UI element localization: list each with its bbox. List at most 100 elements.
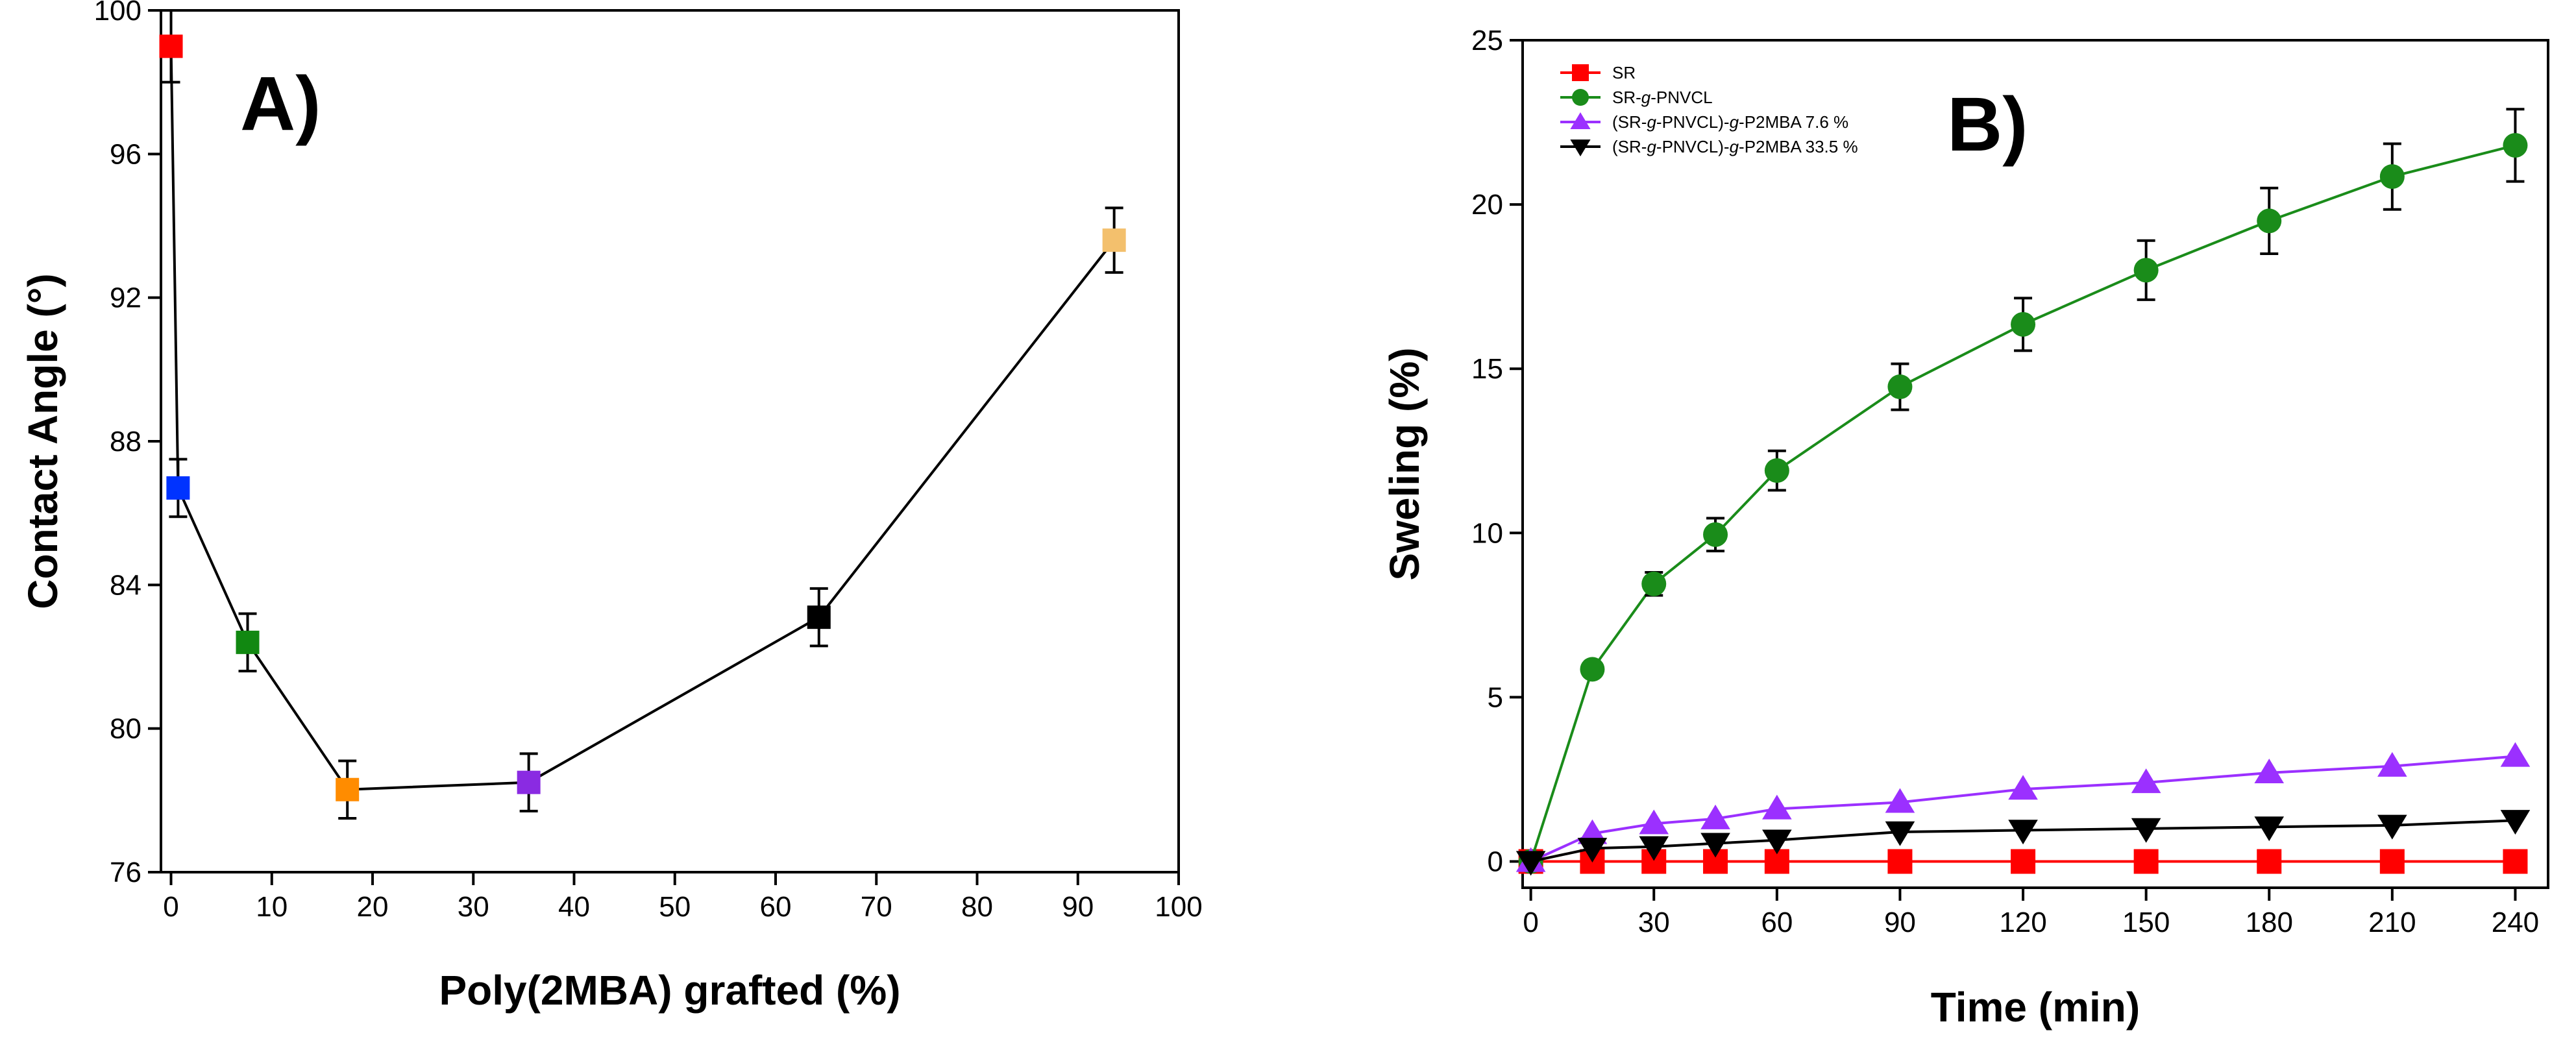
chart-b: 0 30 60 90 120 150 180 210 240 0 5 10 15 20 25 SR SR-g-… bbox=[1381, 25, 2549, 1031]
chart-b-data-point bbox=[1639, 836, 1669, 861]
chart-b-y-tick-label: 25 bbox=[1471, 25, 1503, 56]
chart-a-x-tick-label: 60 bbox=[760, 891, 792, 923]
chart-b-data-point bbox=[2008, 820, 2038, 845]
chart-b-y-tick-label: 0 bbox=[1488, 846, 1503, 878]
chart-a-x-tick-label: 30 bbox=[458, 891, 489, 923]
chart-b-legend-label: SR-g-PNVCL bbox=[1612, 88, 1713, 107]
chart-b-x-tick-label: 90 bbox=[1884, 907, 1916, 938]
chart-a-panel-label: A) bbox=[240, 61, 321, 147]
chart-b-x-tick-label: 150 bbox=[2122, 907, 2170, 938]
chart-a: 0 10 20 30 40 50 60 70 80 90 100 76 80 84 88 92 96 100 A)… bbox=[19, 0, 1203, 1014]
chart-a-x-tick-label: 90 bbox=[1062, 891, 1094, 923]
chart-b-data-point bbox=[1639, 809, 1669, 835]
chart-b-x-tick-label: 30 bbox=[1638, 907, 1670, 938]
chart-b-data-point bbox=[2379, 849, 2405, 874]
chart-b-data-point bbox=[2500, 742, 2531, 767]
chart-b-data-point bbox=[2131, 818, 2161, 843]
chart-a-x-tick-label: 50 bbox=[659, 891, 691, 923]
chart-b-data-point bbox=[2008, 775, 2038, 800]
chart-b-legend-label: (SR-g-PNVCL)-g-P2MBA 33.5 % bbox=[1612, 137, 1858, 156]
chart-b-data-point bbox=[2254, 758, 2285, 783]
chart-b-legend-label: (SR-g-PNVCL)-g-P2MBA 7.6 % bbox=[1612, 112, 1848, 132]
chart-b-data-point bbox=[1762, 794, 1792, 820]
chart-b-series-1 bbox=[1518, 108, 2528, 874]
chart-b-data-point bbox=[1641, 571, 1667, 596]
chart-b-legend-label: SR bbox=[1612, 63, 1636, 82]
chart-a-y-tick-label: 96 bbox=[110, 138, 141, 170]
chart-a-y-tick-label: 84 bbox=[110, 569, 141, 601]
chart-b-data-point bbox=[2500, 810, 2531, 835]
chart-b-data-point bbox=[1885, 821, 1915, 846]
chart-b-data-point bbox=[2131, 768, 2161, 794]
chart-b-plot-frame bbox=[1521, 39, 2549, 889]
chart-b-axes: 0 30 60 90 120 150 180 210 240 0 5 10 15 20 25 bbox=[1471, 25, 2539, 938]
chart-b-data-point bbox=[2133, 849, 2159, 874]
chart-b-panel-label: B) bbox=[1947, 82, 2028, 167]
chart-a-data-point bbox=[159, 34, 183, 58]
chart-b-data-point bbox=[1703, 522, 1728, 547]
chart-a-x-tick-label: 80 bbox=[961, 891, 993, 923]
chart-b-legend-item: SR bbox=[1560, 63, 1636, 82]
chart-b-y-axis-title: Sweling (%) bbox=[1381, 347, 1428, 580]
chart-b-data-point bbox=[2254, 816, 2285, 842]
chart-b-legend-item: SR-g-PNVCL bbox=[1560, 88, 1713, 107]
chart-a-x-axis-title: Poly(2MBA) grafted (%) bbox=[439, 967, 900, 1014]
chart-a-x-tick-label: 20 bbox=[357, 891, 389, 923]
chart-b-x-tick-label: 180 bbox=[2246, 907, 2293, 938]
chart-b-data-point bbox=[2011, 849, 2036, 874]
chart-b-legend-item: (SR-g-PNVCL)-g-P2MBA 7.6 % bbox=[1560, 112, 1848, 132]
chart-a-y-axis-title: Contact Angle (°) bbox=[19, 273, 66, 609]
chart-a-data-point bbox=[807, 605, 831, 629]
chart-b-x-tick-label: 210 bbox=[2368, 907, 2416, 938]
chart-b-legend-marker bbox=[1570, 112, 1591, 130]
chart-b-series bbox=[1515, 108, 2531, 876]
chart-a-data-point bbox=[1102, 228, 1126, 252]
chart-a-x-tick-label: 100 bbox=[1155, 891, 1202, 923]
chart-b-legend-marker bbox=[1570, 139, 1591, 156]
chart-b-data-point bbox=[2503, 849, 2528, 874]
chart-b-data-point bbox=[2257, 849, 2282, 874]
chart-b-series-3 bbox=[1515, 810, 2531, 876]
chart-b-y-tick-label: 10 bbox=[1471, 517, 1503, 549]
chart-a-data-point bbox=[517, 770, 541, 794]
chart-b-series-0 bbox=[1518, 849, 2528, 874]
chart-a-axes: 0 10 20 30 40 50 60 70 80 90 100 76 80 84 88 92 96 100 bbox=[94, 0, 1203, 923]
chart-a-data-point bbox=[166, 476, 190, 500]
chart-a-x-tick-label: 0 bbox=[163, 891, 178, 923]
chart-b-data-point bbox=[1580, 657, 1605, 682]
chart-b-legend: SR SR-g-PNVCL (SR-g-PNVCL)-g-P2MBA 7.6 % (S… bbox=[1560, 63, 1858, 156]
chart-b-x-axis-title: Time (min) bbox=[1931, 984, 2140, 1031]
chart-b-data-point bbox=[2377, 751, 2407, 777]
chart-b-data-point bbox=[1887, 849, 1913, 874]
chart-b-data-point bbox=[2377, 814, 2407, 840]
chart-b-data-point bbox=[2503, 132, 2528, 158]
chart-b-data-point bbox=[1764, 458, 1789, 483]
chart-b-data-point bbox=[2257, 208, 2282, 234]
chart-b-legend-marker bbox=[1572, 64, 1589, 81]
chart-a-y-tick-label: 80 bbox=[110, 713, 141, 745]
chart-a-data-point bbox=[236, 630, 260, 654]
chart-b-legend-item: (SR-g-PNVCL)-g-P2MBA 33.5 % bbox=[1560, 137, 1858, 156]
chart-b-data-point bbox=[1700, 833, 1730, 858]
chart-a-x-tick-label: 40 bbox=[558, 891, 590, 923]
chart-b-legend-marker bbox=[1572, 89, 1589, 106]
chart-b-data-point bbox=[1700, 804, 1730, 829]
chart-a-marks bbox=[159, 9, 1126, 820]
chart-b-data-point bbox=[1762, 829, 1792, 855]
chart-b-data-point bbox=[1515, 851, 1546, 876]
chart-b-x-tick-label: 60 bbox=[1761, 907, 1793, 938]
chart-b-y-tick-label: 5 bbox=[1488, 681, 1503, 713]
chart-b-x-tick-label: 0 bbox=[1523, 907, 1538, 938]
chart-b-x-tick-label: 120 bbox=[1999, 907, 2046, 938]
chart-a-x-tick-label: 70 bbox=[861, 891, 892, 923]
chart-b-data-point bbox=[2011, 311, 2036, 337]
chart-b-data-point bbox=[1577, 838, 1608, 863]
chart-a-y-tick-label: 76 bbox=[110, 857, 141, 888]
chart-b-data-point bbox=[1885, 788, 1915, 813]
chart-a-data-point bbox=[336, 777, 360, 801]
chart-b-x-tick-label: 240 bbox=[2492, 907, 2539, 938]
chart-b-y-tick-label: 15 bbox=[1471, 353, 1503, 385]
chart-b-y-tick-label: 20 bbox=[1471, 189, 1503, 221]
chart-a-y-tick-label: 88 bbox=[110, 426, 141, 458]
